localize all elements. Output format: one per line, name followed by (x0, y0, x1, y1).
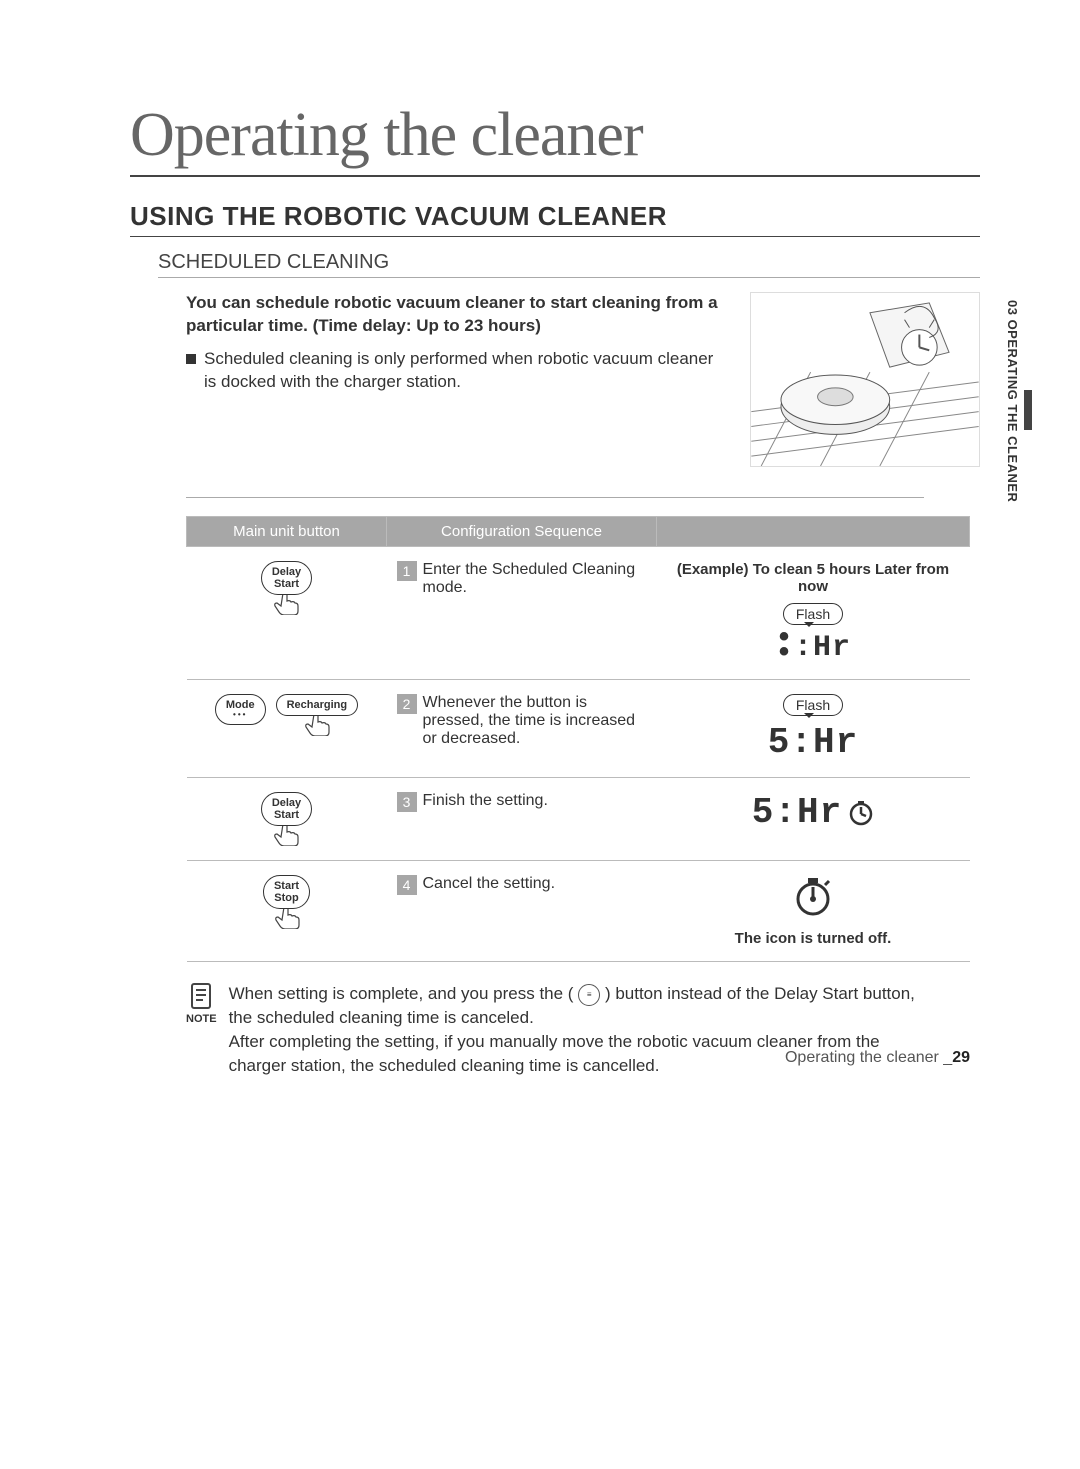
subsection-title: SCHEDULED CLEANING (158, 251, 980, 278)
step-text: Cancel the setting. (423, 875, 641, 893)
display-value: ••:Hr (667, 631, 960, 665)
note-icon: NOTE (186, 982, 217, 1077)
unit-button: DelayStart (261, 561, 312, 615)
button-cell: Mode•••Recharging (187, 680, 387, 778)
sequence-cell: 2 Whenever the button is pressed, the tim… (387, 680, 657, 778)
step-text: Whenever the button is pressed, the time… (423, 694, 641, 748)
unit-button: Mode••• (215, 694, 266, 736)
unit-button: StartStop (263, 875, 310, 929)
flash-label: Flash (783, 603, 843, 625)
step-number: 4 (397, 875, 417, 895)
button-cell: StartStop (187, 861, 387, 962)
page-footer: Operating the cleaner _29 (785, 1049, 970, 1067)
divider (186, 497, 924, 498)
sequence-cell: 1 Enter the Scheduled Cleaning mode. (387, 547, 657, 680)
clock-off-icon (667, 875, 960, 924)
step-text: Enter the Scheduled Cleaning mode. (423, 561, 641, 597)
bullet-icon (186, 354, 196, 364)
footer-page: 29 (952, 1049, 970, 1066)
side-tab-marker (1024, 390, 1032, 430)
sequence-cell: 4 Cancel the setting. (387, 861, 657, 962)
note-label: NOTE (186, 1013, 217, 1025)
step-number: 3 (397, 792, 417, 812)
example-cell: Flash 5:Hr (657, 680, 970, 778)
flash-label: Flash (783, 694, 843, 716)
config-table: Main unit button Configuration Sequence … (186, 516, 970, 962)
unit-button: Recharging (276, 694, 359, 736)
chapter-title: Operating the cleaner (130, 100, 980, 177)
section-title: USING THE ROBOTIC VACUUM CLEANER (130, 201, 980, 237)
intro-bold: You can schedule robotic vacuum cleaner … (186, 292, 730, 338)
unit-button: DelayStart (261, 792, 312, 846)
step-number: 2 (397, 694, 417, 714)
footer-text: Operating the cleaner _ (785, 1049, 952, 1066)
display-value: 5:Hr (667, 722, 960, 763)
display-value: 5:Hr (667, 792, 960, 833)
vacuum-illustration (750, 292, 980, 467)
intro-bullet: Scheduled cleaning is only performed whe… (204, 348, 730, 394)
note-text-1: When setting is complete, and you press … (229, 984, 574, 1003)
note-text-3: After completing the setting, if you man… (229, 1032, 880, 1075)
th-config-seq: Configuration Sequence (387, 517, 657, 547)
sequence-cell: 3 Finish the setting. (387, 778, 657, 861)
th-main-unit: Main unit button (187, 517, 387, 547)
step-number: 1 (397, 561, 417, 581)
th-blank (657, 517, 970, 547)
start-stop-inline-icon: ≡ (578, 984, 600, 1006)
example-cell: (Example) To clean 5 hours Later from no… (657, 547, 970, 680)
icon-off-text: The icon is turned off. (667, 930, 960, 947)
example-header: (Example) To clean 5 hours Later from no… (667, 561, 960, 595)
side-tab: 03 OPERATING THE CLEANER (1005, 300, 1020, 502)
step-text: Finish the setting. (423, 792, 641, 810)
example-cell: The icon is turned off. (657, 861, 970, 962)
example-cell: 5:Hr (657, 778, 970, 861)
button-cell: DelayStart (187, 547, 387, 680)
button-cell: DelayStart (187, 778, 387, 861)
